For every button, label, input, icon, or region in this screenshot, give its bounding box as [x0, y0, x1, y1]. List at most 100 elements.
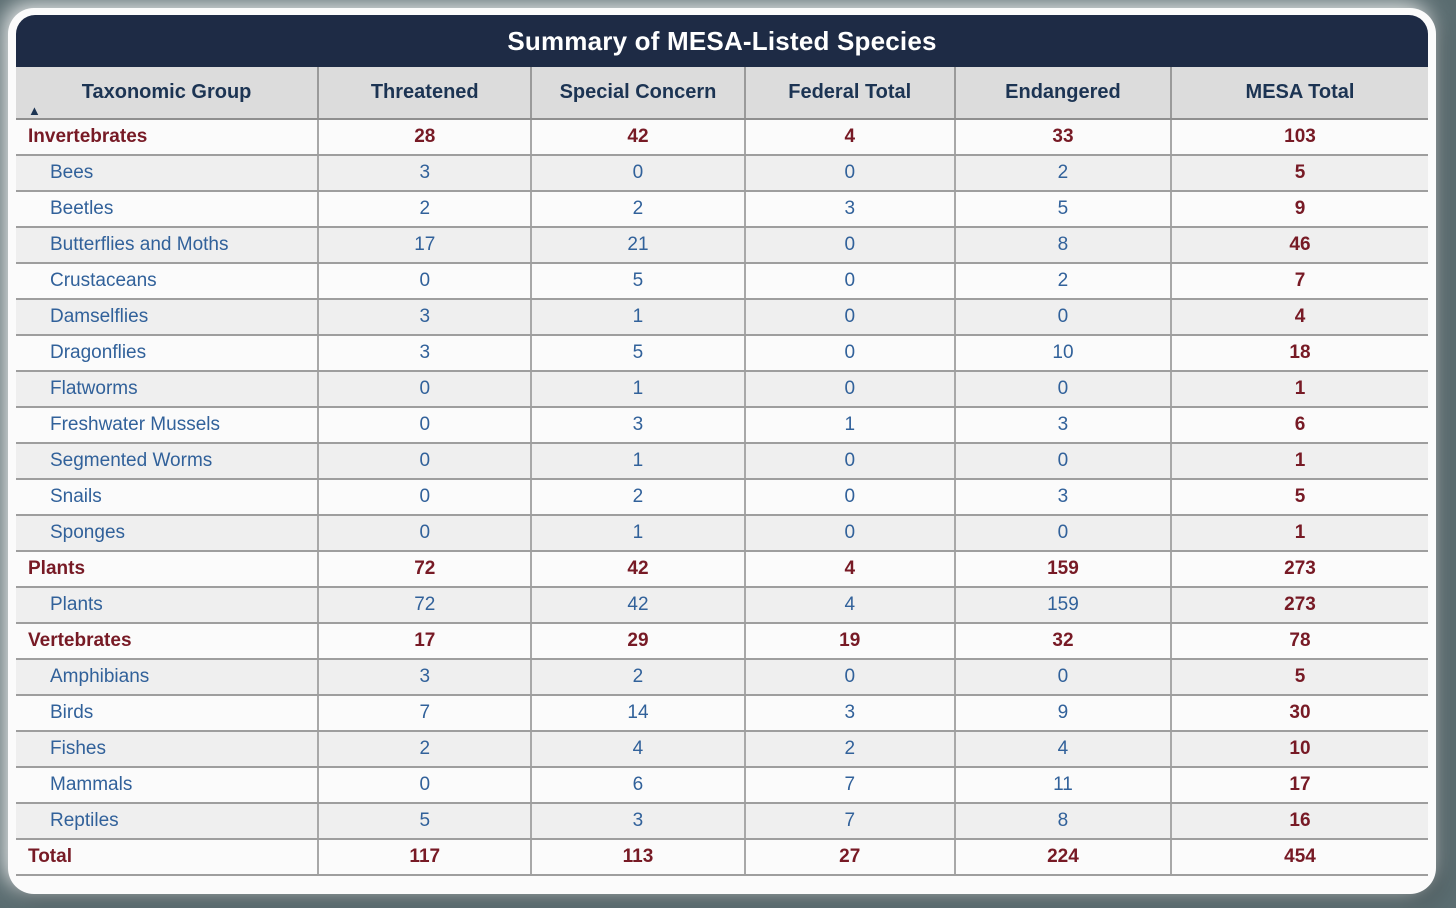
cell-mesa-total: 78: [1170, 623, 1428, 660]
cell-mesa-total: 5: [1170, 479, 1428, 516]
table-row: Plants 72 42 4 159 273: [16, 551, 1428, 588]
cell-special-concern: 2: [531, 659, 746, 696]
cell-threatened: 0: [318, 407, 533, 444]
cell-threatened: 117: [318, 839, 533, 876]
table-row: Crustaceans 0 5 0 2 7: [16, 263, 1428, 300]
species-summary-card: Summary of MESA-Listed Species Taxonomic…: [8, 8, 1436, 894]
cell-mesa-total: 4: [1170, 299, 1428, 336]
cell-threatened: 3: [318, 335, 533, 372]
cell-special-concern: 0: [531, 155, 746, 192]
cell-threatened: 72: [318, 587, 533, 624]
cell-mesa-total: 6: [1170, 407, 1428, 444]
cell-mesa-total: 273: [1170, 587, 1428, 624]
cell-special-concern: 2: [531, 479, 746, 516]
cell-special-concern: 3: [531, 407, 746, 444]
row-label-cell: Total: [16, 839, 320, 876]
row-label-cell: Vertebrates: [16, 623, 320, 660]
table-row: Freshwater Mussels 0 3 1 3 6: [16, 407, 1428, 444]
cell-threatened: 17: [318, 623, 533, 660]
cell-mesa-total: 46: [1170, 227, 1428, 264]
cell-special-concern: 5: [531, 335, 746, 372]
row-label-cell: Segmented Worms: [16, 443, 320, 480]
cell-federal-total: 0: [744, 443, 956, 480]
column-header-endangered[interactable]: Endangered: [954, 67, 1172, 120]
cell-threatened: 28: [318, 119, 533, 156]
table-row: Birds 7 14 3 9 30: [16, 695, 1428, 732]
table-row: Reptiles 5 3 7 8 16: [16, 803, 1428, 840]
row-label-cell: Invertebrates: [16, 119, 320, 156]
cell-endangered: 0: [954, 443, 1172, 480]
cell-endangered: 159: [954, 551, 1172, 588]
cell-endangered: 159: [954, 587, 1172, 624]
cell-mesa-total: 16: [1170, 803, 1428, 840]
cell-mesa-total: 30: [1170, 695, 1428, 732]
table-row: Butterflies and Moths 17 21 0 8 46: [16, 227, 1428, 264]
cell-federal-total: 19: [744, 623, 956, 660]
table-row: Snails 0 2 0 3 5: [16, 479, 1428, 516]
cell-endangered: 224: [954, 839, 1172, 876]
row-label-cell: Reptiles: [16, 803, 320, 840]
cell-threatened: 7: [318, 695, 533, 732]
table-row: Amphibians 3 2 0 0 5: [16, 659, 1428, 696]
row-label-cell: Sponges: [16, 515, 320, 552]
cell-federal-total: 7: [744, 803, 956, 840]
cell-threatened: 3: [318, 659, 533, 696]
column-header-threatened[interactable]: Threatened: [318, 67, 533, 120]
cell-threatened: 0: [318, 371, 533, 408]
row-label-cell: Dragonflies: [16, 335, 320, 372]
cell-mesa-total: 273: [1170, 551, 1428, 588]
cell-special-concern: 42: [531, 551, 746, 588]
cell-mesa-total: 1: [1170, 515, 1428, 552]
cell-federal-total: 0: [744, 335, 956, 372]
column-header-label: Taxonomic Group: [81, 81, 252, 103]
row-label-cell: Freshwater Mussels: [16, 407, 320, 444]
sort-ascending-icon: ▲: [28, 103, 41, 118]
cell-special-concern: 4: [531, 731, 746, 768]
species-table: Taxonomic Group ▲ Threatened Special Con…: [16, 67, 1428, 876]
row-label-cell: Fishes: [16, 731, 320, 768]
cell-special-concern: 21: [531, 227, 746, 264]
cell-special-concern: 42: [531, 119, 746, 156]
cell-federal-total: 0: [744, 371, 956, 408]
cell-federal-total: 3: [744, 191, 956, 228]
cell-endangered: 3: [954, 479, 1172, 516]
row-label-cell: Mammals: [16, 767, 320, 804]
column-header-label: Threatened: [370, 81, 479, 103]
column-header-taxonomic-group[interactable]: Taxonomic Group ▲: [16, 67, 320, 120]
cell-mesa-total: 10: [1170, 731, 1428, 768]
cell-special-concern: 42: [531, 587, 746, 624]
cell-threatened: 0: [318, 767, 533, 804]
row-label-cell: Beetles: [16, 191, 320, 228]
row-label-cell: Plants: [16, 551, 320, 588]
cell-federal-total: 7: [744, 767, 956, 804]
cell-mesa-total: 17: [1170, 767, 1428, 804]
cell-endangered: 2: [954, 155, 1172, 192]
cell-federal-total: 27: [744, 839, 956, 876]
cell-mesa-total: 7: [1170, 263, 1428, 300]
table-row: Beetles 2 2 3 5 9: [16, 191, 1428, 228]
cell-threatened: 3: [318, 155, 533, 192]
row-label-cell: Birds: [16, 695, 320, 732]
column-header-federal-total[interactable]: Federal Total: [744, 67, 956, 120]
table-row: Damselflies 3 1 0 0 4: [16, 299, 1428, 336]
column-header-special-concern[interactable]: Special Concern: [531, 67, 746, 120]
cell-mesa-total: 103: [1170, 119, 1428, 156]
cell-federal-total: 0: [744, 155, 956, 192]
cell-federal-total: 4: [744, 551, 956, 588]
column-header-mesa-total[interactable]: MESA Total: [1170, 67, 1428, 120]
cell-federal-total: 3: [744, 695, 956, 732]
table-body: Invertebrates 28 42 4 33 103 Bees 3 0 0 …: [16, 119, 1428, 876]
cell-mesa-total: 5: [1170, 155, 1428, 192]
title-bar: Summary of MESA-Listed Species: [16, 15, 1428, 67]
cell-endangered: 33: [954, 119, 1172, 156]
cell-special-concern: 113: [531, 839, 746, 876]
cell-federal-total: 0: [744, 227, 956, 264]
cell-federal-total: 4: [744, 119, 956, 156]
cell-endangered: 0: [954, 299, 1172, 336]
cell-federal-total: 0: [744, 299, 956, 336]
cell-endangered: 10: [954, 335, 1172, 372]
row-label-cell: Plants: [16, 587, 320, 624]
cell-federal-total: 2: [744, 731, 956, 768]
cell-endangered: 2: [954, 263, 1172, 300]
cell-endangered: 0: [954, 515, 1172, 552]
